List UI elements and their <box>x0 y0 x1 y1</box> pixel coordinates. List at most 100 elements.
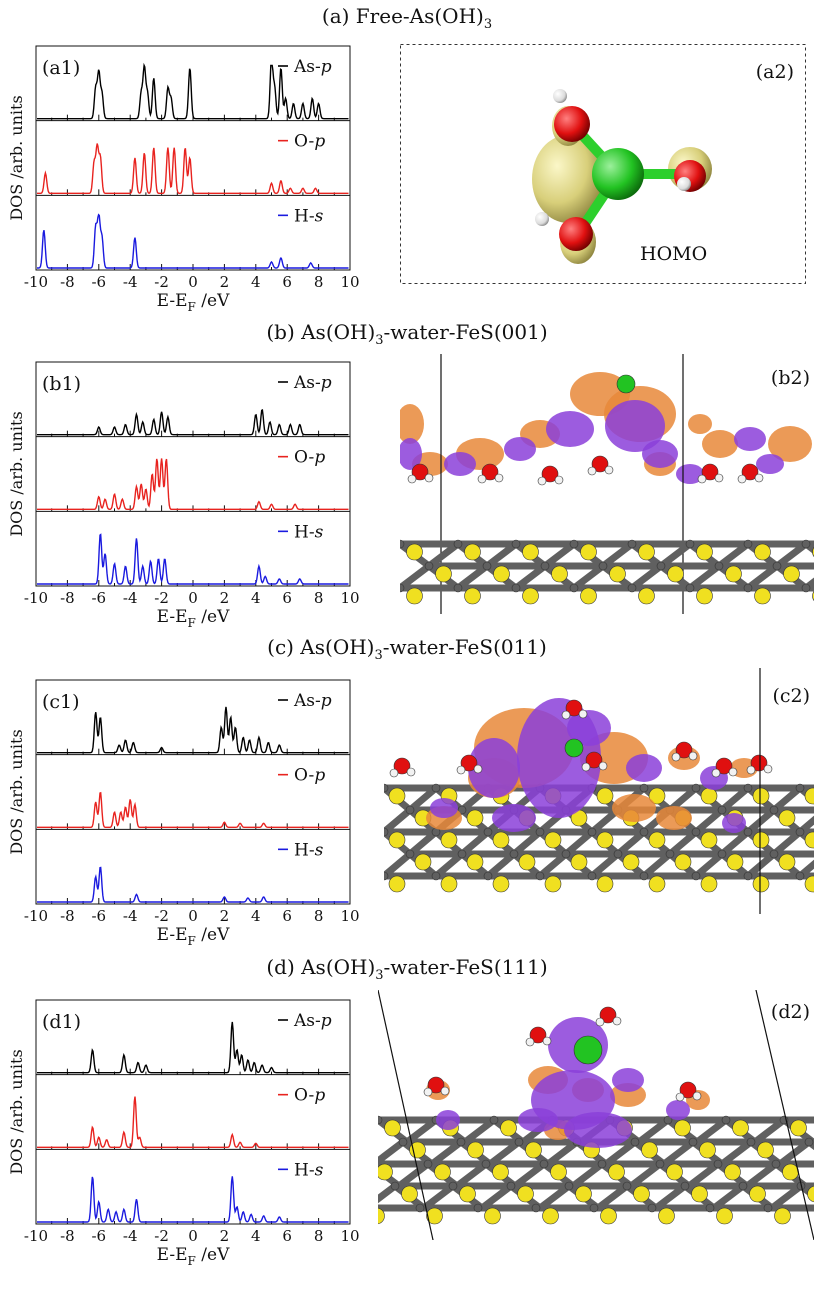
structure-panel-d2: (d2) <box>378 990 814 1240</box>
iron-atom <box>802 584 810 592</box>
iron-atom <box>449 1182 457 1190</box>
hydrogen-atom <box>457 766 465 774</box>
sulfur-atom <box>783 1164 799 1180</box>
homo-orbital-image: (a2) HOMO <box>400 44 806 284</box>
x-tick-label: 8 <box>314 273 324 291</box>
x-tick-label: 8 <box>314 1227 324 1245</box>
hydrogen-atom <box>390 769 398 777</box>
iron-atom <box>772 1160 780 1168</box>
sulfur-atom <box>378 1164 393 1180</box>
iron-atom <box>562 850 570 858</box>
sulfur-atom <box>493 1164 509 1180</box>
x-tick-label: -4 <box>123 273 138 291</box>
legend-label-h: H-s <box>294 840 324 860</box>
x-tick-label: -2 <box>154 273 169 291</box>
x-tick-label: 8 <box>314 589 324 607</box>
iron-atom <box>490 1116 498 1124</box>
hydrogen-atom <box>755 474 763 482</box>
x-tick-label: 4 <box>251 907 261 925</box>
iron-atom <box>457 1138 465 1146</box>
hydrogen-atom <box>712 769 720 777</box>
sulfur-atom <box>597 876 613 892</box>
arsenic-atom <box>617 375 635 393</box>
sulfur-atom <box>753 788 769 804</box>
charge-density-image-b2: (b2) <box>400 354 814 614</box>
iron-atom <box>714 1160 722 1168</box>
sulfur-atom <box>552 566 568 582</box>
iron-atom <box>536 872 544 880</box>
hydrogen-atom <box>599 762 607 770</box>
iron-atom <box>706 1204 714 1212</box>
iron-atom <box>692 872 700 880</box>
sulfur-atom <box>493 832 509 848</box>
iron-atom <box>399 1138 407 1146</box>
sulfur-atom <box>519 854 535 870</box>
hydrogen-atom <box>672 753 680 761</box>
isosurface-negative <box>564 1112 632 1148</box>
sulfur-atom <box>667 1164 683 1180</box>
sulfur-atom <box>601 1208 617 1224</box>
hydrogen-atom <box>579 710 587 718</box>
bond <box>378 990 433 1240</box>
arsenic-atom <box>592 148 644 200</box>
iron-atom <box>512 584 520 592</box>
sulfur-atom <box>407 588 423 604</box>
sulfur-atom <box>639 588 655 604</box>
sulfur-atom <box>755 588 771 604</box>
iron-atom <box>666 850 674 858</box>
x-tick-label: 2 <box>220 589 230 607</box>
hydrogen-atom <box>424 1088 432 1096</box>
iron-atom <box>425 562 433 570</box>
iron-atom <box>628 540 636 548</box>
sulfur-atom <box>460 1186 476 1202</box>
hydrogen-atom <box>747 766 755 774</box>
iron-atom <box>686 540 694 548</box>
iron-atom <box>454 540 462 548</box>
panel-label: (d1) <box>42 1011 81 1033</box>
sulfur-atom <box>623 854 639 870</box>
panel-label-b2: (b2) <box>771 367 810 389</box>
x-tick-label: -8 <box>60 907 75 925</box>
sulfur-atom <box>543 1208 559 1224</box>
x-axis-label: E-EF /eV <box>157 1245 230 1268</box>
iron-atom <box>805 1138 813 1146</box>
iron-atom <box>599 562 607 570</box>
sulfur-atom <box>402 1186 418 1202</box>
hydrogen-atom <box>605 466 613 474</box>
sulfur-atom <box>545 832 561 848</box>
x-tick-label: 0 <box>188 589 198 607</box>
sulfur-atom <box>551 1164 567 1180</box>
iron-atom <box>770 806 778 814</box>
sulfur-atom <box>675 854 691 870</box>
x-tick-label: -10 <box>24 589 48 607</box>
isosurface-positive <box>612 794 656 822</box>
iron-atom <box>536 828 544 836</box>
iron-atom <box>681 1182 689 1190</box>
sulfur-atom <box>675 1120 691 1136</box>
isosurface-negative <box>436 1110 460 1130</box>
sulfur-atom <box>779 854 795 870</box>
isosurface-positive <box>400 404 424 444</box>
sulfur-atom <box>649 876 665 892</box>
iron-atom <box>689 1138 697 1146</box>
iron-atom <box>770 850 778 858</box>
x-tick-label: -8 <box>60 1227 75 1245</box>
x-tick-label: 10 <box>340 273 359 291</box>
isosurface-negative <box>756 454 784 474</box>
x-tick-label: 10 <box>340 1227 359 1245</box>
hydrogen-atom <box>425 474 433 482</box>
sulfur-atom <box>649 832 665 848</box>
x-tick-label: 2 <box>220 1227 230 1245</box>
hydrogen-atom <box>538 477 546 485</box>
panel-label-c2: (c2) <box>772 685 810 707</box>
x-tick-label: -10 <box>24 907 48 925</box>
sulfur-atom <box>485 1208 501 1224</box>
sulfur-atom <box>441 832 457 848</box>
homo-label: HOMO <box>640 243 707 265</box>
iron-atom <box>656 1160 664 1168</box>
sulfur-atom <box>597 832 613 848</box>
hydrogen-atom <box>555 476 563 484</box>
